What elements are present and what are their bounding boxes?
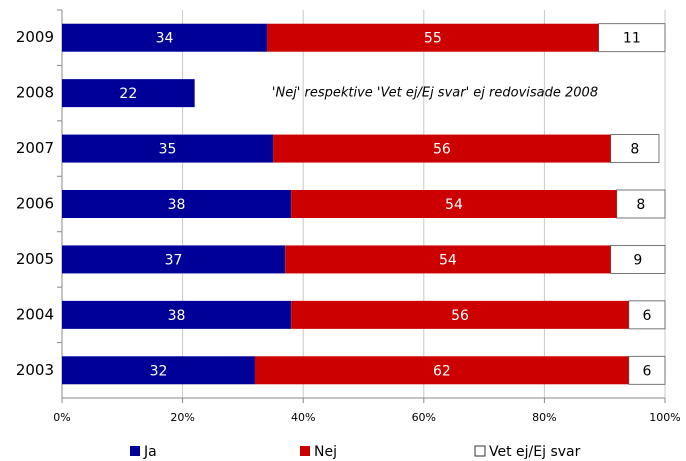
data-label: 32 <box>150 363 168 379</box>
bar-segment <box>628 355 666 385</box>
data-label: 62 <box>433 363 451 379</box>
bar-segment <box>62 23 268 52</box>
annotation: 'Nej' respektive 'Vet ej/Ej svar' ej red… <box>272 86 598 101</box>
bar-segment <box>628 300 666 330</box>
legend-swatch <box>130 446 140 456</box>
bar-segment <box>62 79 195 108</box>
y-tick-label: 2005 <box>16 250 54 268</box>
bar-segment <box>610 134 660 163</box>
legend-label: Vet ej/Ej svar <box>489 444 581 460</box>
data-label: 6 <box>642 308 651 324</box>
bar-segment <box>254 356 629 385</box>
x-tick-label: 20% <box>170 411 194 424</box>
data-label: 55 <box>424 31 442 47</box>
x-tick-label: 0% <box>53 411 70 424</box>
data-label: 8 <box>636 197 645 213</box>
bar-segment <box>62 134 274 163</box>
y-tick-label: 2003 <box>16 361 54 379</box>
legend-label: Nej <box>314 444 337 460</box>
bar-segment <box>291 190 617 218</box>
data-label: 8 <box>630 142 639 158</box>
data-label: 37 <box>165 252 183 268</box>
data-label: 11 <box>623 31 641 47</box>
legend-swatch <box>300 446 310 456</box>
data-label: 38 <box>168 308 186 324</box>
data-label: 34 <box>156 31 174 47</box>
y-tick-label: 2006 <box>16 195 54 213</box>
data-label: 6 <box>642 363 651 379</box>
bar-segment <box>273 134 611 163</box>
bar-segment <box>62 245 286 274</box>
bar-segment <box>598 23 666 53</box>
legend-swatch <box>474 445 486 457</box>
legend-label: Ja <box>143 444 157 460</box>
data-label: 56 <box>433 142 451 158</box>
bar-segment <box>62 190 292 218</box>
bar-segment <box>610 245 666 274</box>
y-tick-label: 2007 <box>16 139 54 157</box>
data-label: 38 <box>168 197 186 213</box>
x-tick-label: 80% <box>532 411 556 424</box>
bar-segment <box>616 189 666 219</box>
x-tick-label: 60% <box>412 411 436 424</box>
bar-segment <box>62 356 255 385</box>
data-label: 35 <box>159 142 177 158</box>
data-label: 54 <box>445 197 463 213</box>
y-tick-label: 2009 <box>16 28 54 46</box>
y-tick-label: 2008 <box>16 84 54 102</box>
bar-segment <box>267 23 599 52</box>
x-tick-label: 100% <box>649 411 680 424</box>
data-label: 54 <box>439 252 457 268</box>
bar-segment <box>285 245 611 274</box>
bar-segment <box>291 300 629 329</box>
data-label: 9 <box>633 252 642 268</box>
bar-segment <box>62 300 292 329</box>
x-tick-label: 40% <box>291 411 315 424</box>
data-label: 22 <box>119 86 137 102</box>
data-label: 56 <box>451 308 469 324</box>
y-tick-label: 2004 <box>16 305 54 323</box>
